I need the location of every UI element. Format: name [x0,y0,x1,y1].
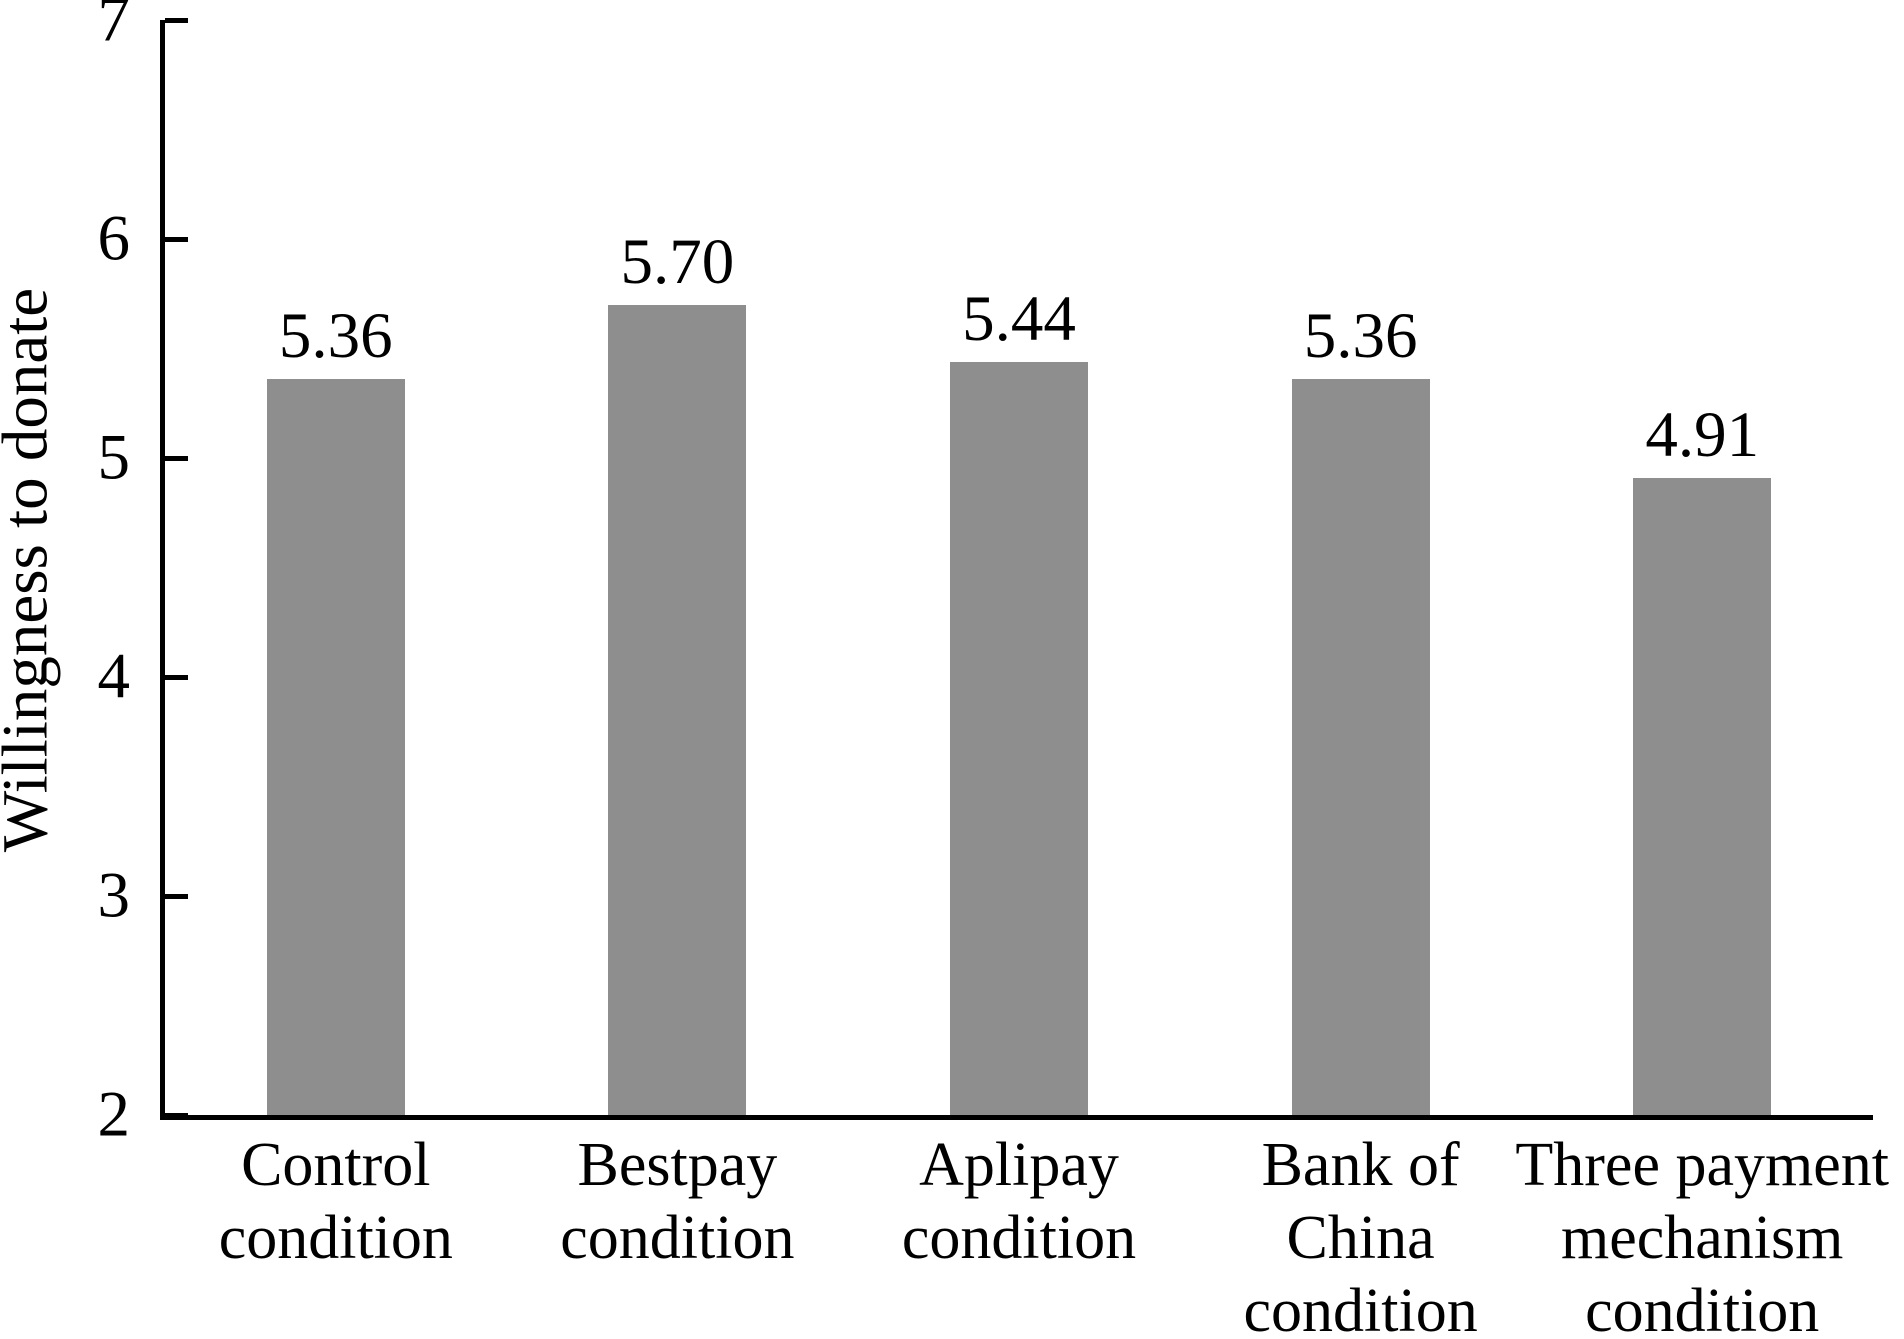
y-axis-tick-label: 3 [97,859,131,932]
y-axis-tick [165,236,188,242]
plot-area: 2 3 4 5 6 7 5.36 5.70 5.44 5.36 4.91 [98,0,1873,1147]
x-axis-category-label-line: condition [901,1204,1137,1272]
y-axis-tick [165,893,188,899]
bar-value-label: 5.36 [278,300,393,373]
y-axis-tick-label: 2 [97,1078,131,1151]
x-axis-category-label-line: condition [1585,1277,1820,1339]
y-axis-tick [165,455,188,461]
x-axis-category-label-line: Control [241,1131,431,1199]
y-axis-tick [165,1112,188,1118]
bar [1291,379,1430,1115]
bar-value-label: 4.91 [1645,398,1760,471]
bar-value-label: 5.70 [620,225,735,298]
y-axis-title: Willingness to donate [0,287,62,853]
y-axis-tick-label: 6 [97,202,131,275]
x-axis-category-label-line: mechanism [1560,1204,1844,1272]
bar [1633,477,1772,1115]
x-axis-category-label-line: Aplipay [919,1131,1119,1199]
bar [266,379,405,1115]
x-axis-category-label: Control condition [219,1129,453,1275]
x-axis-category-label-line: China [1286,1204,1435,1272]
x-axis-category-label: Aplipay condition [902,1129,1136,1275]
bar [950,361,1088,1115]
x-axis-category-label-line: Bank of [1261,1131,1460,1199]
x-axis-category-label-line: condition [1243,1277,1478,1339]
bar-value-label: 5.44 [962,282,1076,355]
y-axis-tick [165,17,188,23]
x-axis-category-label: Bestpay condition [560,1129,794,1275]
bar-value-label: 5.36 [1303,300,1418,373]
y-axis-tick [165,674,188,680]
x-axis-category-label-line: Bestpay [577,1131,778,1199]
y-axis-tick-label: 5 [97,421,131,494]
x-axis-category-label-line: condition [560,1204,795,1272]
y-axis-tick-label: 4 [97,640,131,713]
x-axis-category-label: Bank of China condition [1243,1129,1477,1339]
x-axis-category-label: Three payment mechanism condition [1515,1129,1889,1339]
y-axis-tick-label: 7 [97,0,131,56]
bar [608,304,747,1115]
x-axis-category-label-line: condition [218,1204,453,1272]
x-axis-labels: Control condition Bestpay condition Aplipay c… [165,1129,1889,1339]
x-axis-category-label-line: Three payment [1515,1131,1889,1199]
